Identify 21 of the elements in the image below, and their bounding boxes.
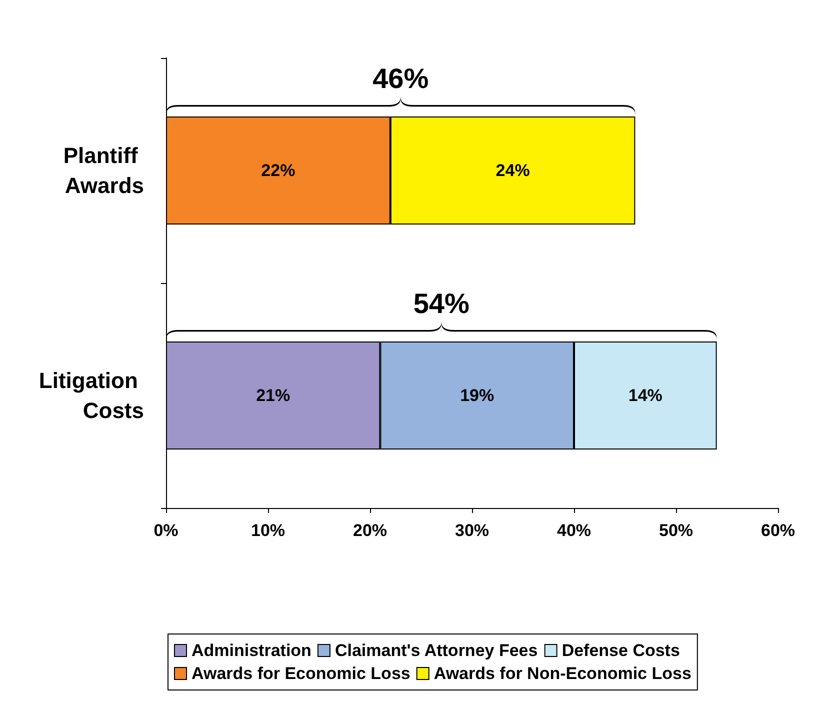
legend-label: Defense Costs <box>562 641 680 660</box>
x-tick-label: 20% <box>352 521 388 540</box>
x-tick-label: 60% <box>760 521 796 540</box>
data-label: 22% <box>261 161 296 180</box>
legend-label: Claimant's Attorney Fees <box>334 641 538 660</box>
total-label: 54% <box>412 288 470 320</box>
x-tick-label: 40% <box>556 521 592 540</box>
x-tick-label: 30% <box>454 521 490 540</box>
data-label: 21% <box>256 386 290 405</box>
y-tick-label: Litigation Costs <box>38 368 144 423</box>
data-label: 24% <box>496 161 530 180</box>
legend-label: Administration <box>192 641 312 660</box>
x-tick-label: 0% <box>154 521 178 540</box>
total-label: 46% <box>372 62 430 94</box>
x-tick-label: 50% <box>658 521 694 540</box>
legend-label: Awards for Non-Economic Loss <box>434 664 692 683</box>
data-label: 14% <box>628 386 662 405</box>
x-tick-label: 10% <box>250 521 286 540</box>
data-label: 19% <box>460 386 494 405</box>
y-tick-label: Plantiff Awards <box>63 143 144 198</box>
legend-label: Awards for Economic Loss <box>192 664 410 683</box>
